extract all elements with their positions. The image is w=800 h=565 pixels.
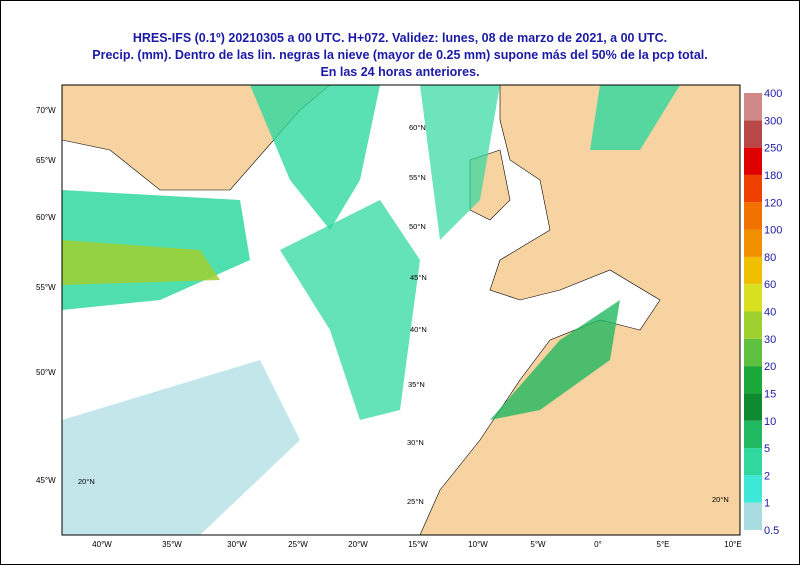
colorbar-swatch <box>744 202 762 230</box>
precip-area <box>250 85 380 230</box>
grid-label: 45°N <box>410 273 427 282</box>
grid-label: 55°N <box>409 173 426 182</box>
colorbar-swatch <box>744 393 762 421</box>
lon-label: 0° <box>594 540 602 549</box>
colorbar-label: 15 <box>764 388 776 400</box>
map-border <box>61 84 741 536</box>
precip-area <box>62 240 220 285</box>
colorbar-swatch <box>744 338 762 367</box>
lon-label: 55°W <box>36 283 56 292</box>
precip-area <box>590 85 680 150</box>
lon-label: 45°W <box>36 476 56 485</box>
colorbar-swatch <box>744 448 762 476</box>
colorbar-label: 40 <box>764 307 776 319</box>
lon-label: 5°E <box>657 540 670 549</box>
grid-label: 25°N <box>407 497 424 506</box>
colorbar-swatch <box>744 147 762 175</box>
colorbar-label: 250 <box>764 143 782 155</box>
lon-label: 25°W <box>288 540 308 549</box>
colorbar-swatch <box>744 174 762 203</box>
grid-label: 40°N <box>410 325 427 334</box>
europe-africa <box>419 85 740 535</box>
colorbar-swatch <box>744 475 762 503</box>
lon-label: 10°E <box>724 540 741 549</box>
lon-label: 65°W <box>36 156 56 165</box>
grid-label: 20°N <box>78 477 95 486</box>
colorbar-label: 1 <box>764 498 770 510</box>
colorbar-label: 10 <box>764 416 776 428</box>
lon-label: 5°W <box>530 540 546 549</box>
colorbar-label: 80 <box>764 252 776 264</box>
precip-area <box>280 200 420 420</box>
colorbar-label: 0.5 <box>764 525 779 537</box>
colorbar-label: 20 <box>764 361 776 373</box>
colorbar-label: 2 <box>764 470 770 482</box>
lon-label: 70°W <box>36 106 56 115</box>
title-line: Precip. (mm). Dentro de las lin. negras … <box>92 48 707 62</box>
colorbar-swatch <box>744 420 762 449</box>
colorbar-swatch <box>744 229 762 257</box>
colorbar-label: 120 <box>764 197 782 209</box>
colorbar-swatch <box>744 311 762 339</box>
colorbar-swatch <box>744 502 762 530</box>
title-line: En las 24 horas anteriores. <box>320 65 479 79</box>
colorbar-label: 5 <box>764 443 770 455</box>
lon-label: 50°W <box>36 368 56 377</box>
precip-area <box>62 360 300 535</box>
lon-label: 40°W <box>92 540 112 549</box>
lon-label: 35°W <box>162 540 182 549</box>
grid-label: 50°N <box>409 222 426 231</box>
colorbar-label: 300 <box>764 115 782 127</box>
lon-label: 20°W <box>348 540 368 549</box>
map <box>61 84 741 536</box>
precip-area <box>490 300 620 420</box>
colorbar-label: 180 <box>764 170 782 182</box>
title-line: HRES-IFS (0.1º) 20210305 a 00 UTC. H+072… <box>133 31 667 45</box>
grid-label: 60°N <box>409 123 426 132</box>
colorbar-label: 60 <box>764 279 776 291</box>
grid-label: 30°N <box>407 438 424 447</box>
colorbar-swatch <box>744 366 762 394</box>
colorbar-swatch <box>744 93 762 121</box>
colorbar-swatch <box>744 256 762 285</box>
colorbar-label: 30 <box>764 334 776 346</box>
grid-label: 35°N <box>408 380 425 389</box>
precip-area <box>420 85 500 240</box>
labels: 0.5 1 2 5 10 15 20 30 40 60 80 100 120 180 250 300 400 70… <box>36 88 782 549</box>
lon-label: 60°W <box>36 213 56 222</box>
colorbar-swatch <box>744 284 762 312</box>
lon-label: 15°W <box>408 540 428 549</box>
lon-label: 10°W <box>468 540 488 549</box>
lon-label: 30°W <box>227 540 247 549</box>
colorbar-swatch <box>744 120 762 148</box>
colorbar-label: 400 <box>764 88 782 100</box>
grid-label: 20°N <box>712 495 729 504</box>
colorbar-label: 100 <box>764 225 782 237</box>
